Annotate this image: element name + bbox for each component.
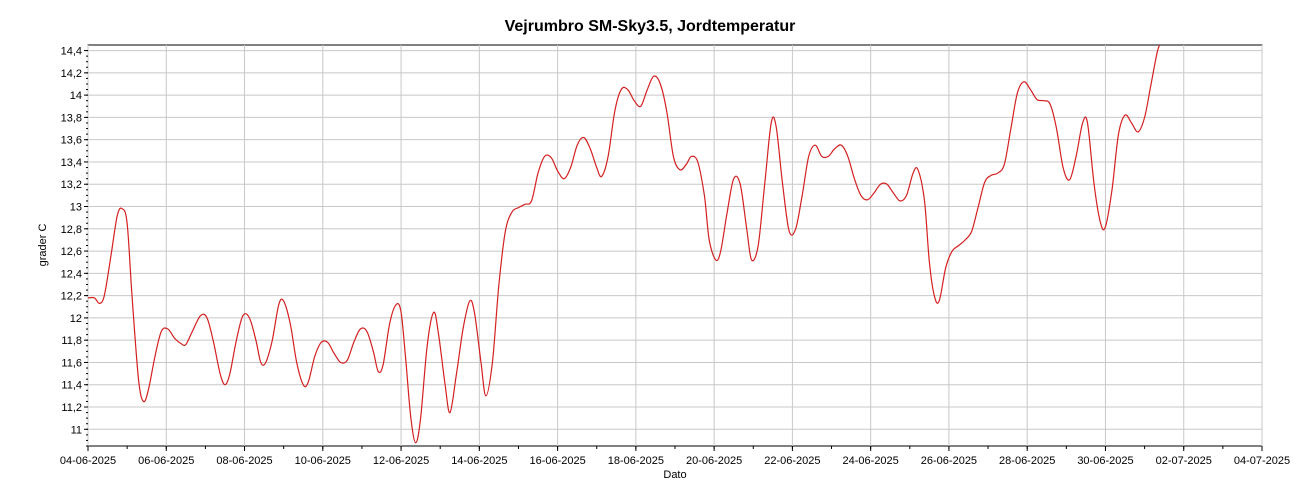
- grid: [87, 45, 1263, 446]
- axis-ticks: 11 11,2 11,4 11,6 11,8 12 12,2 12,4 12,6 12,8 13 13…: [60, 46, 1290, 467]
- x-tick-label: 20-06-2025: [686, 455, 742, 467]
- y-tick-label: 12,8: [61, 224, 82, 236]
- x-tick-label: 26-06-2025: [921, 455, 977, 467]
- x-axis-label: Dato: [663, 469, 686, 481]
- y-tick-label: 14,4: [61, 46, 82, 58]
- y-tick-label: 13,2: [61, 179, 82, 191]
- x-tick-label: 08-06-2025: [216, 455, 272, 467]
- y-tick-label: 11: [71, 424, 82, 436]
- x-tick-label: 02-07-2025: [1156, 455, 1212, 467]
- y-tick-label: 13: [70, 202, 82, 214]
- x-tick-label: 06-06-2025: [138, 455, 194, 467]
- y-tick-label: 14,2: [61, 68, 82, 80]
- x-tick-label: 14-06-2025: [451, 455, 507, 467]
- y-tick-label: 12,2: [61, 291, 82, 303]
- series-layer: [88, 45, 1161, 444]
- y-tick-label: 11,4: [61, 380, 82, 392]
- x-tick-label: 04-07-2025: [1234, 455, 1290, 467]
- series-line-0: [88, 45, 1161, 444]
- y-tick-label: 12,4: [61, 268, 82, 280]
- y-tick-label: 11,8: [61, 335, 82, 347]
- x-tick-label: 16-06-2025: [529, 455, 585, 467]
- x-tick-label: 30-06-2025: [1077, 455, 1133, 467]
- y-tick-label: 12,6: [61, 246, 82, 258]
- x-tick-label: 10-06-2025: [295, 455, 351, 467]
- y-tick-label: 12: [70, 313, 82, 325]
- y-tick-label: 14: [70, 90, 82, 102]
- y-tick-label: 13,8: [61, 112, 82, 124]
- chart-title: Vejrumbro SM-Sky3.5, Jordtemperatur: [504, 18, 796, 35]
- y-axis-label: grader C: [37, 224, 49, 267]
- x-tick-label: 28-06-2025: [999, 455, 1055, 467]
- y-tick-label: 13,4: [61, 157, 82, 169]
- x-tick-label: 24-06-2025: [843, 455, 899, 467]
- x-tick-label: 18-06-2025: [608, 455, 664, 467]
- x-tick-label: 22-06-2025: [764, 455, 820, 467]
- x-tick-label: 04-06-2025: [60, 455, 116, 467]
- y-tick-label: 11,2: [61, 402, 82, 414]
- y-tick-label: 13,6: [61, 135, 82, 147]
- y-tick-label: 11,6: [61, 357, 82, 369]
- x-tick-label: 12-06-2025: [373, 455, 429, 467]
- plot-area: [87, 44, 1263, 447]
